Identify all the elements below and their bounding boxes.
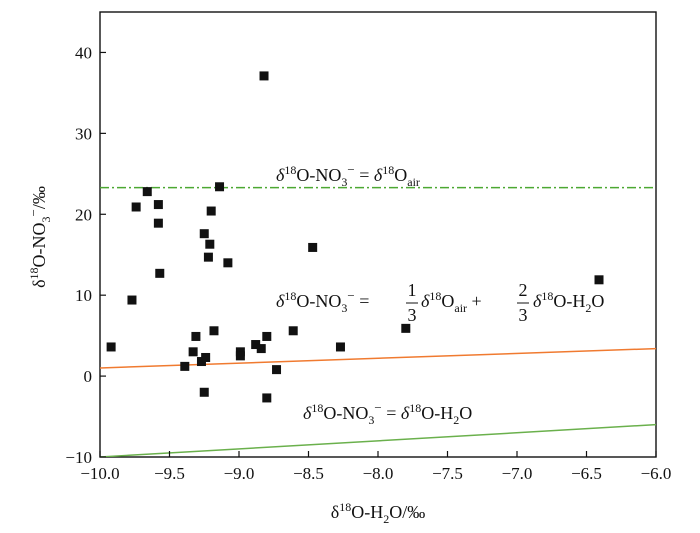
svg-text:3: 3 bbox=[519, 305, 528, 325]
reference-line-1 bbox=[100, 347, 656, 369]
data-point bbox=[262, 331, 272, 341]
data-point bbox=[272, 365, 282, 375]
data-point bbox=[201, 352, 211, 362]
data-point bbox=[203, 252, 213, 262]
data-points bbox=[106, 71, 604, 403]
y-tick-label: 20 bbox=[75, 205, 92, 224]
data-point bbox=[206, 206, 216, 216]
annotation-mixing-water-term: δ18O-H2O bbox=[533, 289, 604, 315]
reference-line-2 bbox=[100, 423, 656, 457]
y-tick-label: 40 bbox=[75, 43, 92, 62]
data-point bbox=[127, 295, 137, 305]
x-tick-label: −7.5 bbox=[432, 464, 463, 483]
data-point bbox=[256, 344, 266, 354]
reference-lines bbox=[100, 186, 656, 457]
plot-frame bbox=[99, 11, 657, 458]
data-point bbox=[199, 387, 209, 397]
data-point bbox=[155, 268, 165, 278]
x-tick-label: −8.0 bbox=[363, 464, 394, 483]
x-axis-ticks: −10.0 −9.5 −9.0 −8.5 −8.0 −7.5 −7.0 −6.5 −6.0 bbox=[80, 451, 671, 483]
data-point bbox=[223, 258, 233, 268]
data-point bbox=[153, 218, 163, 228]
y-tick-label: 10 bbox=[75, 286, 92, 305]
annotation-air-line: δ18O-NO3− = δ18Oair bbox=[276, 162, 420, 189]
fraction-one-third-a: 1 3 bbox=[406, 280, 418, 325]
data-point bbox=[153, 200, 163, 210]
svg-text:2: 2 bbox=[519, 280, 528, 300]
svg-text:1: 1 bbox=[408, 280, 417, 300]
y-tick-label: −10 bbox=[65, 448, 92, 467]
svg-text:3: 3 bbox=[408, 305, 417, 325]
data-point bbox=[251, 340, 261, 350]
data-point bbox=[594, 275, 604, 285]
x-axis-title: δ18O-H2O/‰ bbox=[331, 500, 425, 526]
x-tick-label: −6.0 bbox=[641, 464, 672, 483]
data-point bbox=[259, 71, 269, 81]
data-point bbox=[199, 229, 209, 239]
data-point bbox=[308, 242, 318, 252]
data-point bbox=[142, 187, 152, 197]
x-tick-label: −8.5 bbox=[293, 464, 324, 483]
data-point bbox=[401, 323, 411, 333]
data-point bbox=[191, 331, 201, 341]
y-axis-ticks: −10 0 10 20 30 40 bbox=[65, 43, 106, 467]
data-point bbox=[235, 351, 245, 361]
x-tick-label: −6.5 bbox=[571, 464, 602, 483]
annotation-mixing-air-term: δ18Oair + bbox=[421, 289, 482, 315]
data-point bbox=[131, 202, 141, 212]
data-point bbox=[335, 342, 345, 352]
data-point bbox=[262, 393, 272, 403]
data-point bbox=[205, 239, 215, 249]
fraction-two-thirds: 2 3 bbox=[517, 280, 529, 325]
x-tick-label: −10.0 bbox=[80, 464, 119, 483]
annotation-water-line: δ18O-NO3− = δ18O-H2O bbox=[303, 400, 472, 427]
data-point bbox=[188, 347, 198, 357]
data-point bbox=[180, 361, 190, 371]
data-point bbox=[215, 182, 225, 192]
data-point bbox=[106, 342, 116, 352]
y-tick-label: 30 bbox=[75, 124, 92, 143]
x-tick-label: −7.0 bbox=[502, 464, 533, 483]
x-tick-label: −9.0 bbox=[224, 464, 255, 483]
y-axis-title: δ18O-NO3−/‰ bbox=[26, 186, 53, 288]
data-point bbox=[288, 326, 298, 336]
data-point bbox=[209, 326, 219, 336]
x-tick-label: −9.5 bbox=[154, 464, 185, 483]
annotation-mixing-line: δ18O-NO3− = bbox=[276, 288, 369, 315]
y-tick-label: 0 bbox=[84, 367, 93, 386]
